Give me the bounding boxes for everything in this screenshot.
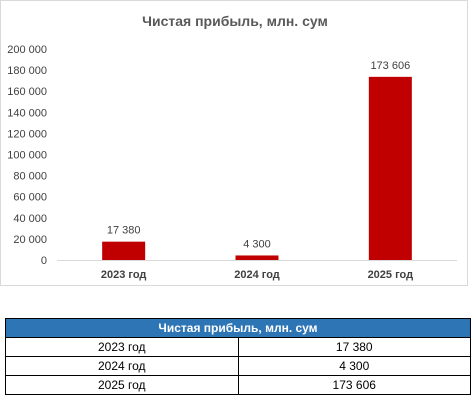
y-tick-label: 140 000 xyxy=(7,107,47,119)
table-cell-value: 4 300 xyxy=(237,356,471,376)
table-cell-year: 2024 год xyxy=(5,356,239,376)
y-tick-label: 60 000 xyxy=(13,192,47,204)
x-tick-label: 2024 год xyxy=(234,269,280,281)
table-cell-year: 2023 год xyxy=(5,337,239,357)
table-row: 2024 год 4 300 xyxy=(5,356,471,376)
y-tick-label: 120 000 xyxy=(7,128,47,140)
table-cell-value: 173 606 xyxy=(237,375,471,395)
table-cell-year: 2025 год xyxy=(5,375,239,395)
y-tick-label: 200 000 xyxy=(7,44,47,56)
table-header: Чистая прибыль, млн. сум xyxy=(5,318,471,338)
table-cell-value: 17 380 xyxy=(237,337,471,357)
data-label: 17 380 xyxy=(107,225,141,237)
bar xyxy=(102,241,146,260)
bar xyxy=(368,76,412,260)
chart-title: Чистая прибыль, млн. сум xyxy=(142,13,328,29)
table-row: 2023 год 17 380 xyxy=(5,337,471,357)
y-tick-label: 180 000 xyxy=(7,65,47,77)
x-tick-label: 2023 год xyxy=(101,269,147,281)
data-label: 173 606 xyxy=(370,60,410,72)
table-row: 2025 год 173 606 xyxy=(5,375,471,395)
y-tick-label: 100 000 xyxy=(7,150,47,162)
chart-container: Чистая прибыль, млн. сум 0 20 000 40 000 60… xyxy=(0,0,468,286)
bar xyxy=(235,255,279,260)
bar-chart: 0 20 000 40 000 60 000 80 000 100 000 120 000 1… xyxy=(7,44,457,281)
y-tick-label: 0 xyxy=(41,255,47,267)
table-header-row: Чистая прибыль, млн. сум xyxy=(5,318,471,338)
x-tick-label: 2025 год xyxy=(368,269,414,281)
y-tick-label: 80 000 xyxy=(13,171,47,183)
y-tick-label: 40 000 xyxy=(13,213,47,225)
data-table: Чистая прибыль, млн. сум 2023 год 17 380… xyxy=(5,318,471,395)
y-tick-label: 20 000 xyxy=(13,234,47,246)
y-tick-label: 160 000 xyxy=(7,86,47,98)
data-label: 4 300 xyxy=(243,238,271,250)
